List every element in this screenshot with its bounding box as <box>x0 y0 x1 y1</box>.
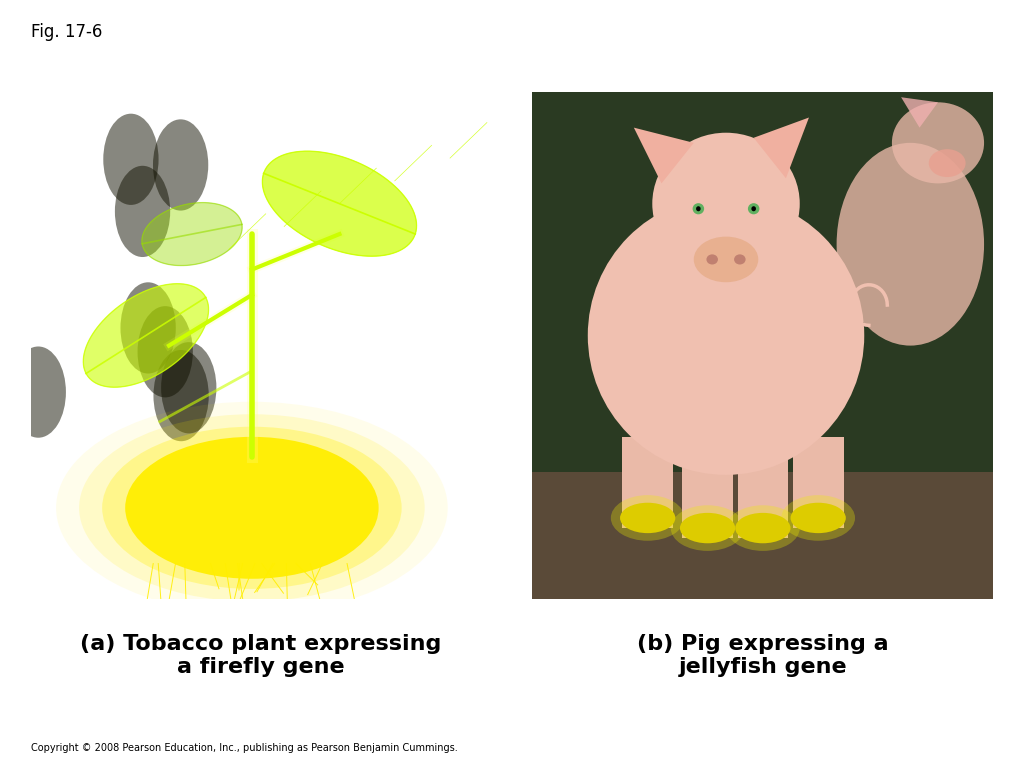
Ellipse shape <box>125 437 379 579</box>
Ellipse shape <box>680 513 735 543</box>
Ellipse shape <box>726 505 800 551</box>
Ellipse shape <box>696 206 700 211</box>
Ellipse shape <box>102 427 401 589</box>
Ellipse shape <box>671 505 744 551</box>
Text: Fig. 17-6: Fig. 17-6 <box>31 23 102 41</box>
Ellipse shape <box>752 206 756 211</box>
Bar <box>623 437 673 528</box>
Polygon shape <box>83 283 209 387</box>
Ellipse shape <box>707 254 718 264</box>
Ellipse shape <box>10 346 66 438</box>
Ellipse shape <box>154 350 209 441</box>
Ellipse shape <box>692 204 705 214</box>
Text: Copyright © 2008 Pearson Education, Inc., publishing as Pearson Benjamin Cumming: Copyright © 2008 Pearson Education, Inc.… <box>31 743 458 753</box>
Text: (a) Tobacco plant expressing
a firefly gene: (a) Tobacco plant expressing a firefly g… <box>81 634 441 677</box>
Ellipse shape <box>791 503 846 533</box>
Ellipse shape <box>694 237 758 283</box>
Ellipse shape <box>837 143 984 346</box>
Ellipse shape <box>161 343 216 433</box>
Bar <box>793 437 844 528</box>
Polygon shape <box>532 472 993 599</box>
Ellipse shape <box>892 102 984 184</box>
Ellipse shape <box>748 204 760 214</box>
Ellipse shape <box>929 149 966 177</box>
Ellipse shape <box>115 166 170 257</box>
Bar <box>682 447 733 538</box>
Ellipse shape <box>56 402 447 614</box>
Ellipse shape <box>735 513 791 543</box>
Polygon shape <box>901 98 938 127</box>
Ellipse shape <box>79 414 425 601</box>
Ellipse shape <box>103 114 159 205</box>
Ellipse shape <box>121 283 176 373</box>
Ellipse shape <box>137 306 193 397</box>
Ellipse shape <box>652 133 800 275</box>
Polygon shape <box>634 127 694 184</box>
Ellipse shape <box>153 119 208 210</box>
Polygon shape <box>754 118 809 178</box>
Bar <box>737 447 788 538</box>
Ellipse shape <box>734 254 745 264</box>
Polygon shape <box>532 92 993 472</box>
Polygon shape <box>142 203 242 266</box>
Ellipse shape <box>781 495 855 541</box>
Polygon shape <box>262 151 417 257</box>
Ellipse shape <box>588 196 864 475</box>
Ellipse shape <box>610 495 685 541</box>
Text: (b) Pig expressing a
jellyfish gene: (b) Pig expressing a jellyfish gene <box>637 634 889 677</box>
Ellipse shape <box>621 503 676 533</box>
